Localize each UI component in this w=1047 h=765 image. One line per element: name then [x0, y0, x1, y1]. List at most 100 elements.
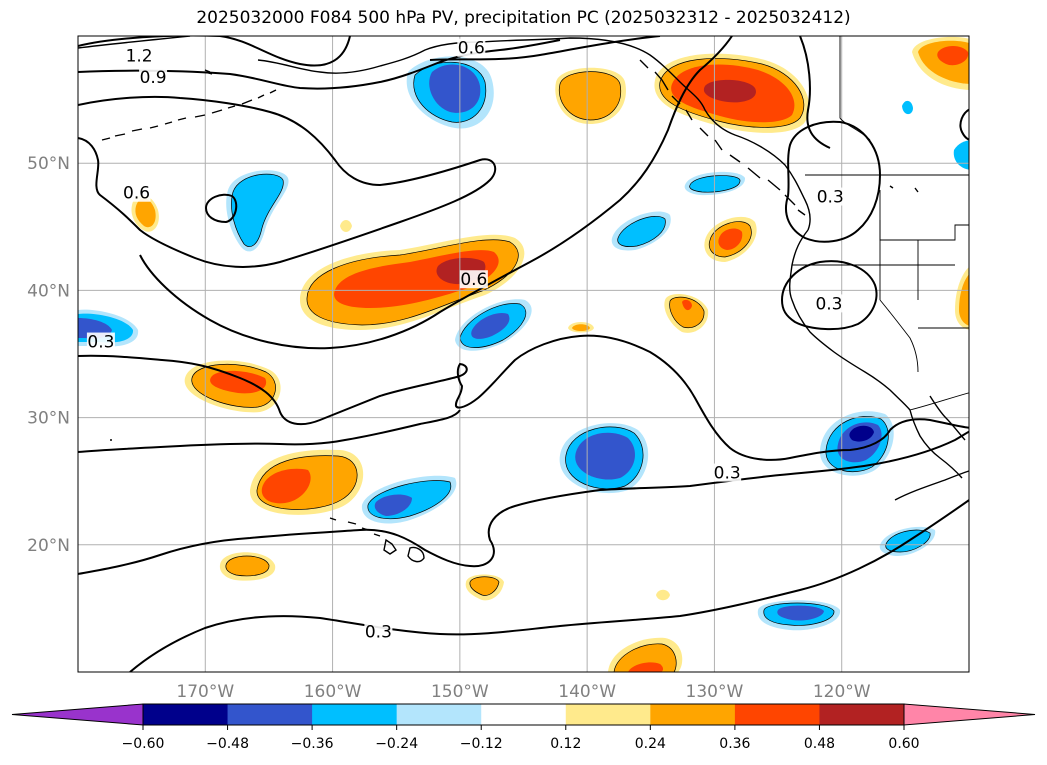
pv-contour-0.6-top [429, 36, 661, 61]
contour-label: 1.2 [126, 46, 153, 66]
precip-outline [565, 426, 644, 490]
coastline-us-west [789, 229, 911, 411]
pv-contour-small-loop [204, 193, 238, 224]
precip-outline [459, 303, 526, 348]
coastline-hawaii-big [407, 546, 425, 563]
precip-blob [231, 174, 284, 247]
colorbar-tick-label: −0.48 [206, 736, 249, 752]
precip-blob [469, 576, 499, 596]
pv-contour-0.9 [78, 39, 561, 90]
lat-tick-label: 40°N [27, 281, 70, 301]
pv-contour-0.3-baja [889, 418, 969, 431]
gridlines [78, 36, 969, 672]
colorbar-segment [819, 704, 905, 725]
precip-blob [656, 589, 670, 601]
precip-outline [256, 455, 358, 510]
pv-contour-0.3-18N [78, 430, 969, 575]
colorbar-tick-label: 0.60 [888, 736, 919, 752]
precip-blob [902, 100, 913, 115]
precip-blob [682, 299, 692, 311]
contour-label-bg [125, 46, 154, 65]
border-us-mexico [909, 392, 969, 411]
precip-outline [558, 71, 622, 121]
precip-outline [469, 576, 500, 596]
pv-contour-0.3-ring-north [785, 120, 882, 243]
precip-blob [340, 220, 352, 232]
precip-blob [777, 605, 824, 621]
precip-outline [367, 480, 452, 519]
colorbar-segment [143, 704, 229, 725]
contour-label: 0.3 [817, 188, 844, 208]
colorbar-segment [650, 704, 736, 725]
precip-outline [708, 221, 752, 258]
precip-blob [849, 425, 874, 442]
map-plot-area: 1.20.9 0.6 0.6 0.6 0.3 0.3 0.3 0.3 0.3 [78, 36, 969, 672]
lon-tick-label: 140°W [558, 682, 616, 702]
pv-contours [78, 36, 969, 672]
precip-outline [669, 296, 705, 329]
precip-blob [429, 64, 481, 113]
contour-label-bg [457, 38, 486, 57]
lon-tick-label: 130°W [686, 682, 744, 702]
precip-blob [210, 370, 267, 394]
pv-contour-0.3-left [78, 334, 891, 461]
contour-label: 0.3 [815, 294, 842, 314]
colorbar-segment [481, 704, 567, 725]
colorbar-tick-label: −0.36 [291, 736, 334, 752]
colorbar-tick-label: −0.24 [375, 736, 418, 752]
precip-blob [575, 432, 635, 480]
pv-contour-0.6 [78, 95, 497, 268]
colorbar-tick-label: 0.12 [550, 736, 581, 752]
precip-outline [225, 555, 270, 577]
contour-label: 0.3 [714, 464, 741, 484]
precip-blob [572, 324, 590, 331]
pv-contour-0.3-east [959, 108, 969, 141]
colorbar-extend-low [11, 703, 144, 726]
contour-label-bg [459, 270, 488, 289]
lat-tick-label: 50°N [27, 154, 70, 174]
pv-contour-1.2 [78, 36, 351, 67]
precip-outline [689, 175, 741, 193]
border-idaho [879, 190, 969, 241]
pv-contour-0.6-band [139, 36, 733, 350]
lon-tick-label: 150°W [431, 682, 489, 702]
precip-blob [471, 312, 510, 339]
border-ca-nv [879, 299, 919, 373]
precip-outlines [191, 58, 931, 672]
colorbar-tick-label: 0.36 [719, 736, 750, 752]
contour-label-bg [139, 67, 168, 86]
precip-blob [617, 216, 666, 247]
precip-blob [959, 274, 969, 326]
map-frame [77, 35, 970, 673]
precip-outline [617, 215, 666, 247]
precip-blob [559, 71, 621, 120]
pv-contour-ne [799, 36, 831, 149]
map-title: 2025032000 F084 500 hPa PV, precipitatio… [196, 8, 851, 28]
colorbar-tick-label: 0.48 [804, 736, 835, 752]
precip-outline [413, 61, 487, 123]
lon-tick-labels: 170°W 160°W 150°W 140°W 130°W 120°W [176, 682, 870, 702]
precip-blob [261, 468, 311, 504]
precip-blob [374, 494, 412, 516]
colorbar-tick-label: 0.24 [635, 736, 666, 752]
colorbar-extend-high [903, 703, 1036, 726]
lon-tick-label: 160°W [304, 682, 362, 702]
contour-label-bg [816, 187, 845, 206]
colorbar-segment [227, 704, 313, 725]
precip-blob [703, 79, 756, 103]
contour-label-bg [713, 463, 742, 482]
precip-blob [225, 556, 270, 576]
pv-contour-0.3-ring-south [780, 260, 878, 331]
precip-outline [613, 643, 677, 672]
colorbar-frame [142, 703, 905, 726]
lat-tick-labels: 20°N 30°N 40°N 50°N [27, 154, 70, 556]
contour-label: 0.3 [87, 333, 114, 353]
contour-label: 0.6 [460, 270, 487, 290]
contour-label-bg [122, 183, 151, 202]
lat-tick-label: 30°N [27, 409, 70, 429]
contour-labels: 1.20.9 0.6 0.6 0.6 0.3 0.3 0.3 0.3 0.3 [86, 38, 845, 643]
colorbar-segment [734, 704, 820, 725]
lon-tick-label: 120°W [813, 682, 871, 702]
colorbar-tick-label: −0.12 [460, 736, 503, 752]
